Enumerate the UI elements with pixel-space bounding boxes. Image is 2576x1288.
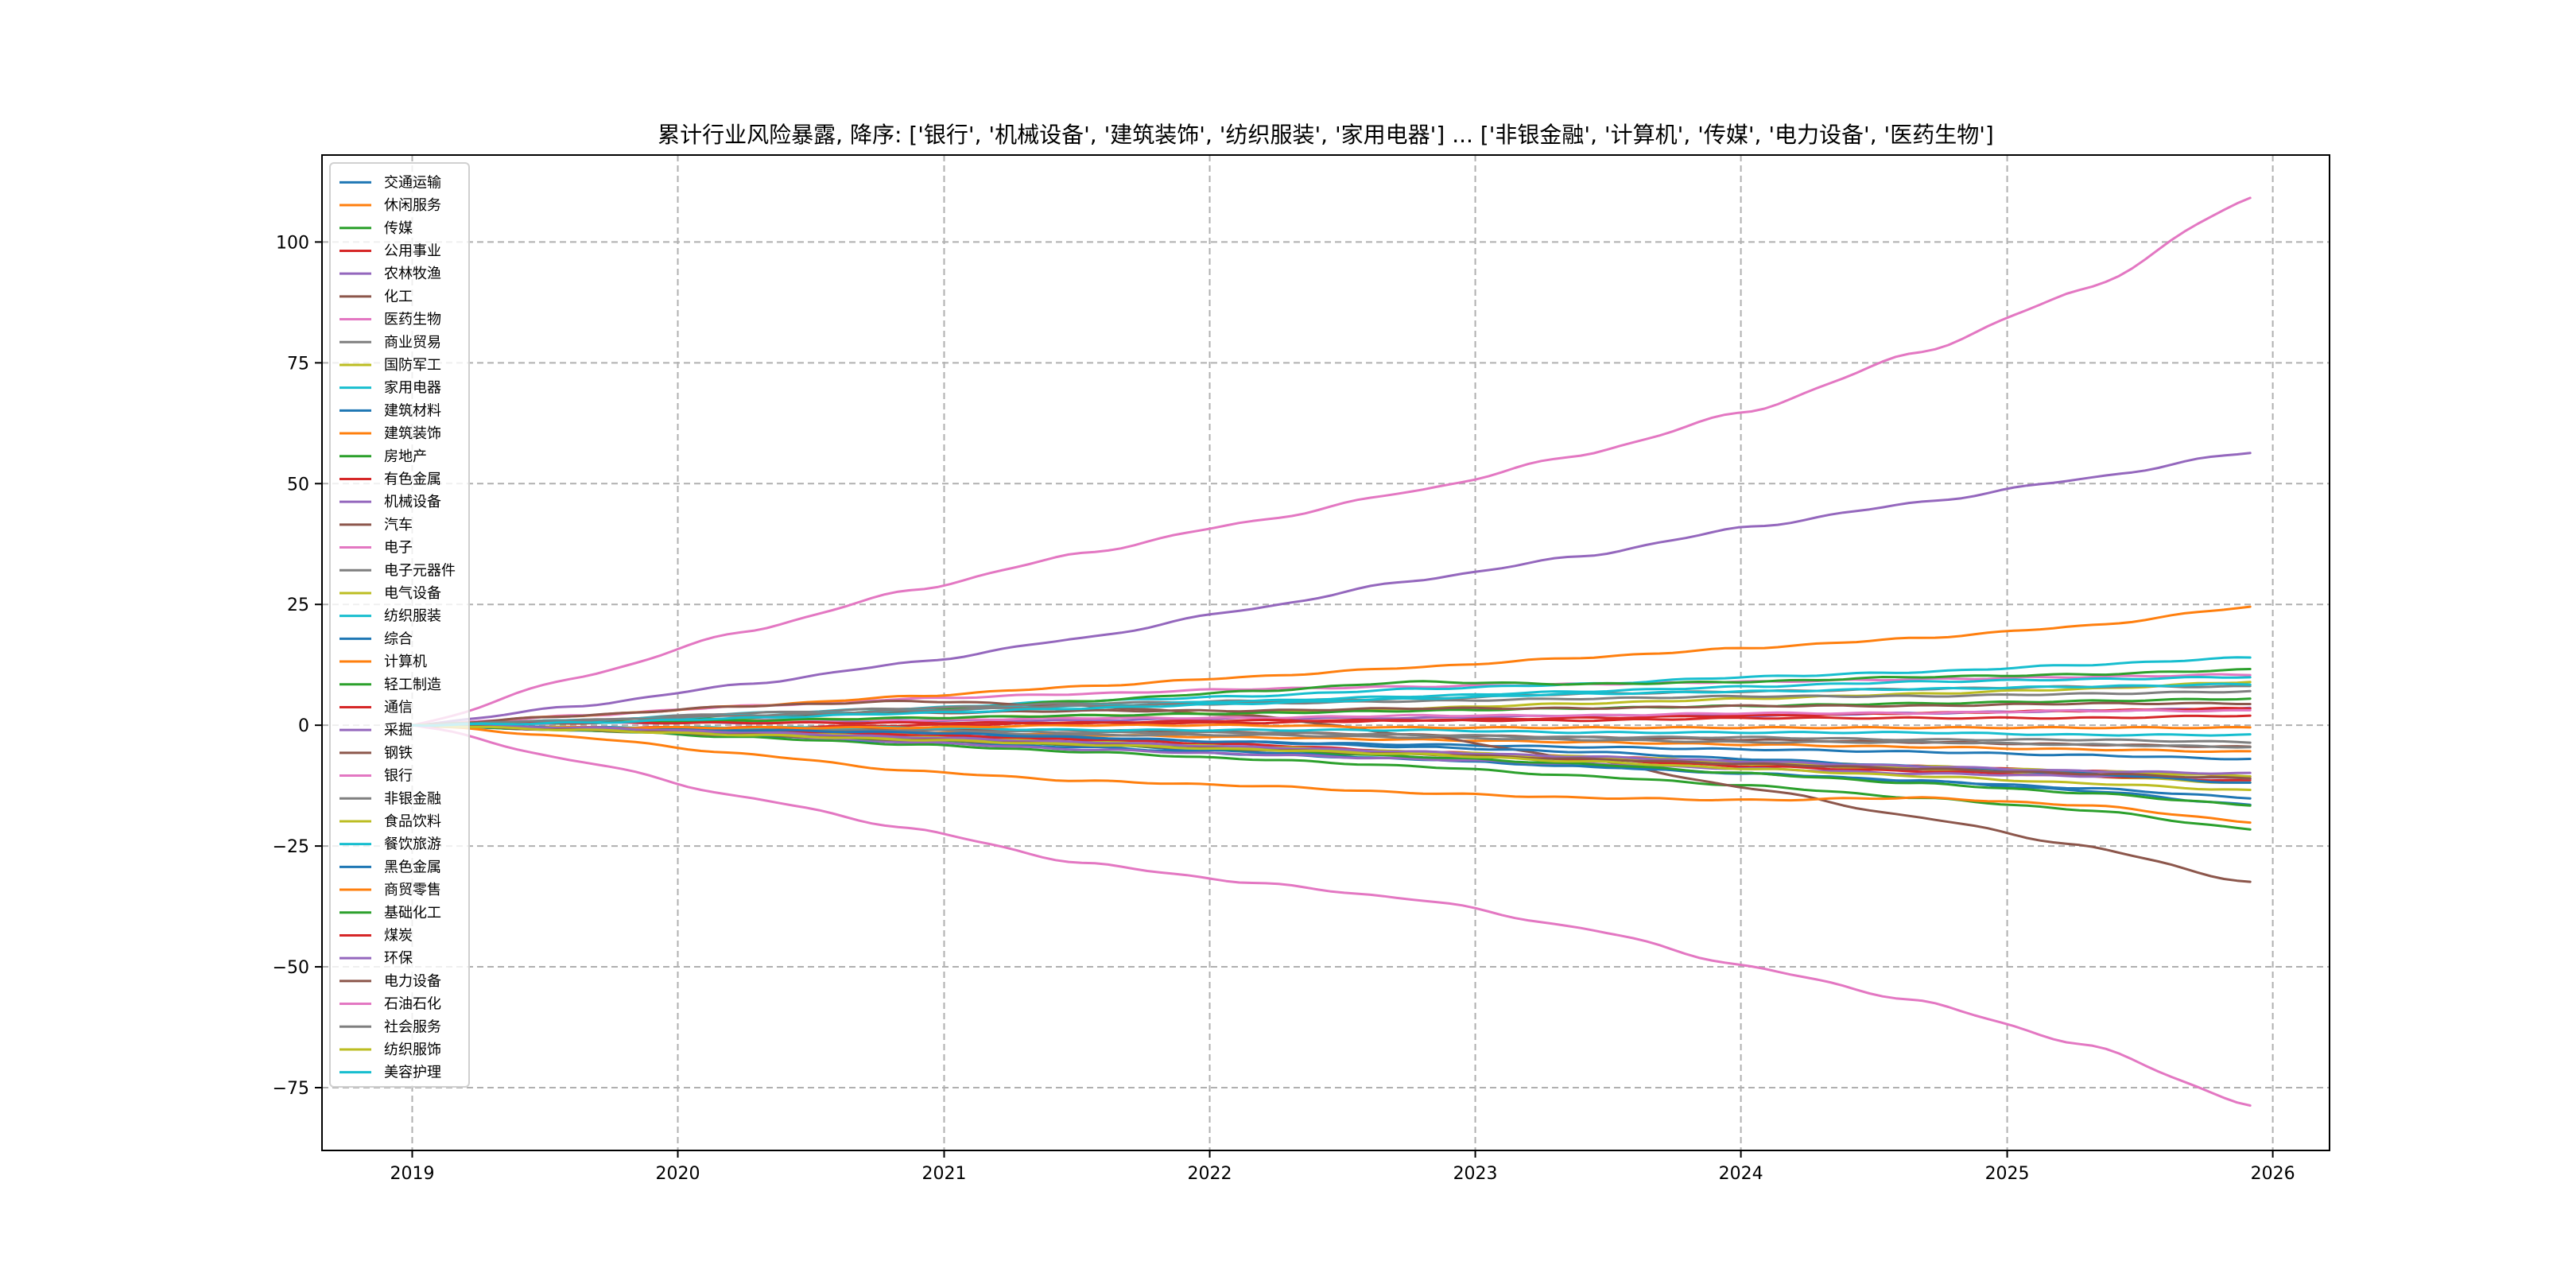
legend-label: 医药生物: [384, 312, 441, 328]
legend-label: 商贸零售: [384, 882, 441, 898]
y-tick-label: −50: [273, 958, 309, 978]
legend-label: 通信: [384, 699, 413, 716]
legend-label: 煤炭: [384, 927, 413, 944]
legend-label: 国防军工: [384, 357, 441, 374]
series-line: [411, 452, 2252, 727]
x-tick-label: 2026: [2251, 1164, 2295, 1184]
legend-label: 计算机: [384, 654, 427, 670]
x-tick-label: 2022: [1188, 1164, 1232, 1184]
axes-frame: [321, 154, 2330, 1151]
series-line: [411, 697, 2252, 727]
series-line: [411, 724, 2252, 824]
legend-label: 机械设备: [384, 494, 441, 510]
grid-layer: [322, 155, 2330, 1150]
legend-label: 汽车: [384, 517, 413, 533]
legend-label: 非银金融: [384, 790, 441, 807]
legend-label: 钢铁: [384, 745, 413, 762]
series-line: [411, 724, 2252, 1107]
series-line: [411, 724, 2252, 791]
legend: 交通运输休闲服务传媒公用事业农林牧渔化工医药生物商业贸易国防军工家用电器建筑材料…: [329, 162, 470, 1088]
series-lines: [411, 196, 2252, 1107]
legend-label: 石油石化: [384, 996, 441, 1013]
x-tick-label: 2025: [1985, 1164, 2030, 1184]
x-tick-label: 2021: [921, 1164, 966, 1184]
axis-ticks: 2019 2020 2021 2022 2023 2024 2025 2026 −75 −50 −2…: [273, 233, 2295, 1184]
legend-frame: [329, 162, 470, 1088]
x-tick-label: 2020: [656, 1164, 700, 1184]
legend-label: 电力设备: [384, 973, 441, 990]
legend-label: 传媒: [384, 220, 413, 237]
series-line: [411, 724, 2252, 775]
legend-label: 轻工制造: [384, 677, 441, 693]
legend-label: 有色金属: [384, 471, 441, 487]
legend-label: 休闲服务: [384, 197, 441, 214]
series-line: [411, 682, 2252, 727]
legend-label: 房地产: [384, 448, 427, 465]
legend-label: 美容护理: [384, 1065, 441, 1081]
legend-label: 电子: [384, 540, 413, 557]
legend-label: 建筑装饰: [384, 425, 441, 442]
legend-label: 银行: [384, 768, 413, 785]
series-line: [411, 723, 2252, 730]
legend-label: 电子元器件: [384, 562, 456, 579]
legend-label: 公用事业: [384, 242, 441, 259]
legend-label: 商业贸易: [384, 334, 441, 351]
x-tick-label: 2023: [1453, 1164, 1498, 1184]
y-tick-label: −25: [273, 837, 309, 857]
legend-label: 家用电器: [384, 380, 441, 397]
legend-label: 采掘: [384, 722, 413, 739]
y-tick-label: 100: [276, 233, 309, 253]
legend-label: 社会服务: [384, 1018, 441, 1035]
legend-label: 基础化工: [384, 905, 441, 921]
legend-label: 农林牧渔: [384, 266, 441, 282]
legend-label: 餐饮旅游: [384, 836, 441, 853]
legend-label: 纺织服饰: [384, 1042, 441, 1058]
legend-label: 纺织服装: [384, 608, 441, 625]
y-tick-label: 25: [287, 596, 309, 615]
series-line: [411, 605, 2252, 727]
x-tick-label: 2019: [390, 1164, 434, 1184]
y-tick-label: 0: [298, 716, 309, 736]
series-line: [411, 714, 2252, 727]
legend-label: 电气设备: [384, 585, 441, 602]
legend-label: 交通运输: [384, 174, 441, 191]
legend-label: 黑色金属: [384, 859, 441, 875]
legend-label: 综合: [384, 630, 413, 647]
y-tick-label: 50: [287, 475, 309, 495]
legend-label: 环保: [384, 950, 413, 967]
y-tick-label: 75: [287, 354, 309, 374]
legend-label: 化工: [384, 289, 413, 305]
y-tick-label: −75: [273, 1079, 309, 1099]
chart-title: 累计行业风险暴露, 降序: ['银行', '机械设备', '建筑装饰', '纺织…: [658, 122, 1994, 148]
series-line: [411, 196, 2252, 727]
legend-label: 食品饮料: [384, 813, 441, 830]
legend-label: 建筑材料: [384, 402, 441, 419]
x-tick-label: 2024: [1719, 1164, 1763, 1184]
